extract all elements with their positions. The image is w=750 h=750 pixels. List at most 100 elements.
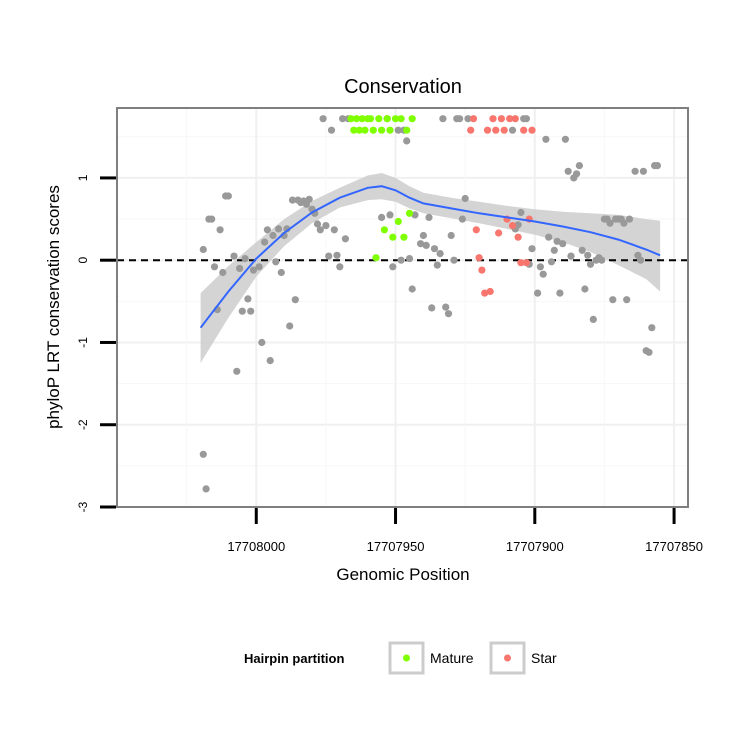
- data-point-other: [639, 167, 648, 175]
- data-point-other: [322, 222, 330, 230]
- x-tick-label: 17707900: [506, 539, 564, 554]
- data-point-star: [492, 126, 500, 134]
- y-tick-label: 1: [76, 174, 90, 181]
- legend-dot-star: [504, 654, 511, 662]
- data-point-star: [514, 233, 522, 241]
- data-point-other: [255, 263, 263, 271]
- data-point-other: [341, 235, 349, 243]
- legend: Hairpin partition Mature Star: [244, 641, 557, 675]
- confidence-band: [200, 173, 661, 363]
- data-point-star: [520, 126, 528, 134]
- data-point-other: [389, 263, 397, 271]
- data-point-other: [458, 215, 466, 223]
- data-point-star: [481, 289, 489, 297]
- data-point-other: [236, 264, 244, 272]
- data-point-star: [472, 226, 480, 234]
- data-point-other: [325, 252, 333, 260]
- legend-title: Hairpin partition: [244, 651, 344, 666]
- data-point-mature: [361, 126, 369, 134]
- data-point-mature: [347, 115, 355, 123]
- data-point-mature: [397, 115, 405, 123]
- data-point-other: [330, 226, 338, 234]
- data-point-other: [508, 126, 517, 134]
- data-point-other: [241, 255, 249, 263]
- data-point-other: [286, 322, 294, 330]
- data-point-other: [316, 226, 324, 234]
- data-point-other: [442, 303, 450, 311]
- data-point-other: [575, 162, 584, 170]
- data-point-mature: [389, 233, 397, 241]
- data-point-other: [528, 245, 536, 253]
- data-point-mature: [366, 115, 375, 123]
- data-point-star: [497, 115, 505, 123]
- x-axis: 17708000 17707950 17707900 17707850: [227, 508, 703, 554]
- data-point-star: [483, 126, 492, 134]
- data-point-other: [631, 167, 639, 175]
- data-point-other: [522, 115, 531, 123]
- data-point-other: [545, 233, 553, 241]
- data-point-star: [517, 259, 525, 267]
- data-point-other: [609, 296, 617, 304]
- data-point-mature: [378, 126, 386, 134]
- data-point-other: [291, 296, 299, 304]
- data-point-mature: [391, 115, 400, 123]
- data-point-other: [539, 270, 547, 278]
- data-point-other: [433, 261, 441, 269]
- data-point-mature: [383, 115, 391, 123]
- data-point-other: [219, 268, 227, 277]
- panel-border: [116, 107, 689, 508]
- data-point-other: [553, 237, 561, 245]
- y-tick-label: -3: [76, 501, 90, 512]
- data-point-other: [517, 208, 525, 217]
- data-point-other: [272, 258, 280, 266]
- data-point-other: [247, 307, 255, 315]
- data-points: [199, 115, 662, 493]
- data-point-star: [528, 126, 536, 134]
- data-point-other: [210, 263, 219, 271]
- data-point-star: [495, 229, 503, 237]
- data-point-other: [625, 215, 634, 223]
- data-point-other: [573, 170, 581, 178]
- data-point-other: [313, 220, 322, 228]
- data-point-other: [199, 450, 207, 458]
- data-point-other: [288, 196, 297, 204]
- y-axis-label: phyloP LRT conservation scores: [44, 185, 63, 429]
- data-point-other: [202, 485, 210, 493]
- data-point-other: [645, 348, 653, 356]
- data-point-other: [397, 256, 405, 264]
- data-point-mature: [352, 115, 361, 123]
- data-point-mature: [400, 233, 408, 241]
- data-point-other: [411, 211, 419, 219]
- smooth-trend-line: [199, 185, 661, 329]
- data-point-star: [469, 115, 478, 123]
- chart-title: Conservation: [344, 76, 462, 98]
- data-point-other: [637, 256, 645, 264]
- data-point-other: [403, 137, 411, 145]
- data-point-other: [536, 263, 545, 271]
- data-point-other: [199, 245, 207, 254]
- data-point-other: [224, 192, 232, 200]
- data-point-mature: [350, 126, 358, 134]
- data-point-other: [556, 289, 564, 297]
- data-point-other: [425, 213, 433, 221]
- data-point-other: [319, 115, 327, 123]
- y-tick-label: 0: [76, 257, 90, 264]
- legend-dot-mature: [403, 654, 410, 662]
- data-point-other: [464, 115, 472, 123]
- data-point-other: [305, 195, 313, 203]
- data-point-other: [430, 245, 439, 253]
- data-point-other: [653, 162, 662, 170]
- data-point-other: [598, 256, 606, 264]
- data-point-other: [233, 367, 241, 375]
- data-point-other: [428, 304, 436, 312]
- data-point-other: [461, 194, 469, 203]
- data-point-mature: [405, 209, 414, 217]
- data-point-mature: [380, 226, 388, 234]
- data-point-star: [500, 126, 508, 134]
- data-point-other: [559, 240, 567, 248]
- data-point-other: [620, 219, 628, 227]
- data-point-other: [216, 226, 224, 234]
- data-point-other: [394, 126, 402, 134]
- data-point-other: [550, 246, 558, 254]
- data-point-other: [542, 135, 550, 143]
